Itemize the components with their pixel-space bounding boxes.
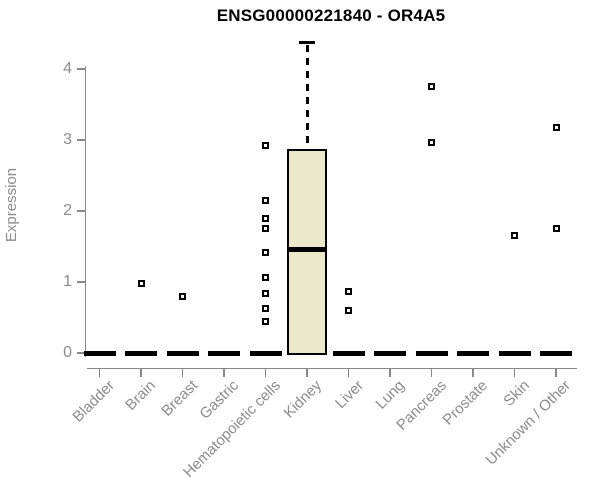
x-tick: [264, 368, 267, 377]
y-tick: [77, 210, 85, 212]
median-dash: [540, 350, 572, 356]
y-axis-line: [84, 66, 86, 357]
y-tick-label: 2: [63, 202, 72, 219]
median-dash: [249, 350, 282, 356]
median-dash: [498, 350, 531, 356]
y-tick: [77, 68, 85, 70]
x-tick: [555, 368, 557, 377]
outlier-point: [511, 231, 518, 239]
outlier-point: [262, 142, 269, 150]
y-tick: [77, 281, 85, 283]
x-tick: [306, 368, 308, 377]
y-tick: [77, 352, 85, 354]
outlier-point: [262, 248, 269, 256]
x-tick: [347, 368, 350, 377]
median-dash: [208, 350, 240, 356]
outlier-point: [262, 274, 269, 282]
outlier-point: [345, 288, 352, 296]
outlier-point: [262, 289, 269, 297]
outlier-point: [552, 225, 560, 233]
y-axis-label: Expression: [3, 167, 20, 243]
median-dash: [332, 350, 365, 356]
whisker-line: [305, 44, 309, 150]
outlier-point: [552, 123, 560, 131]
median-dash: [457, 350, 489, 356]
outlier-point: [262, 215, 269, 223]
median-dash: [83, 350, 116, 356]
box-kidney: [287, 149, 327, 355]
median-dash: [166, 350, 199, 356]
outlier-point: [428, 83, 435, 91]
outlier-point: [428, 138, 435, 146]
outlier-point: [345, 306, 352, 314]
outlier-point: [262, 305, 269, 313]
x-tick: [223, 368, 225, 377]
y-tick-label: 3: [63, 131, 72, 148]
y-tick-label: 0: [63, 344, 72, 361]
median-dash: [125, 350, 157, 356]
x-tick: [140, 368, 142, 377]
outlier-point: [262, 317, 269, 325]
median-dash: [374, 350, 406, 356]
chart-title: ENSG00000221840 - OR4A5: [216, 6, 446, 25]
x-tick: [389, 368, 391, 377]
outlier-point: [262, 196, 269, 204]
outlier-point: [137, 279, 145, 287]
median-dash: [415, 350, 448, 356]
x-tick: [181, 368, 184, 377]
y-tick-label: 1: [63, 273, 72, 290]
x-tick: [472, 368, 474, 377]
x-tick: [513, 368, 516, 377]
median-line: [289, 246, 325, 252]
y-tick: [77, 139, 85, 141]
y-tick-label: 4: [63, 60, 72, 77]
x-axis-line: [87, 367, 577, 369]
x-tick: [430, 368, 433, 377]
outlier-point: [262, 224, 269, 232]
whisker-cap: [299, 41, 315, 45]
outlier-point: [179, 293, 186, 301]
x-tick: [98, 368, 101, 377]
